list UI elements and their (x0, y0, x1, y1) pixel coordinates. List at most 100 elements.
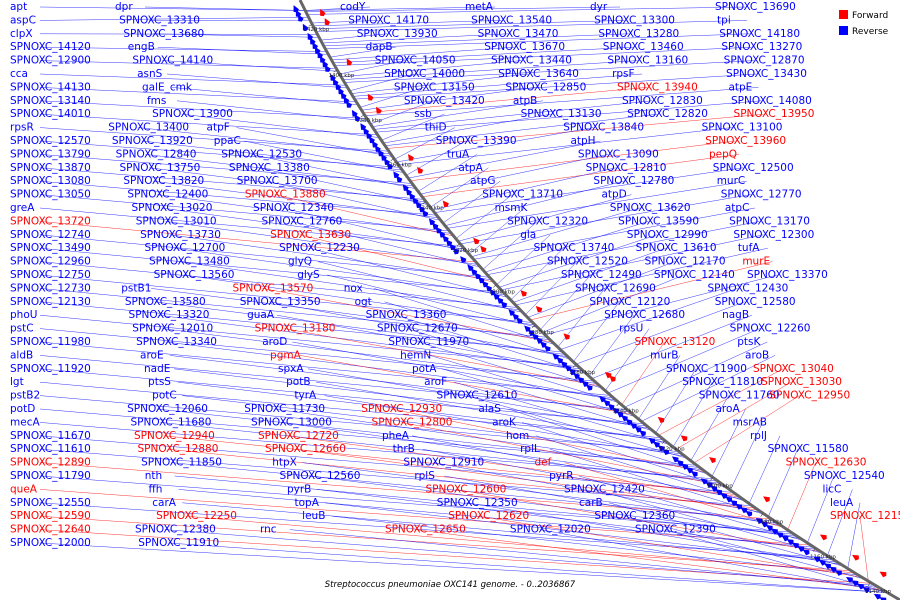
label-connector (284, 328, 600, 387)
gene-label: SPNOXC_13720 (10, 215, 91, 227)
label-connector (39, 180, 437, 216)
label-connector (375, 100, 761, 133)
gene-label: aroB (745, 349, 769, 361)
scale-tick-label: 1340 kbp (418, 206, 444, 212)
gene-label: aroE (140, 349, 164, 361)
gene-label: tpi (717, 14, 731, 26)
label-connector (266, 180, 441, 221)
gene-label: SPNOXC_12900 (10, 55, 91, 67)
gene-label: SPNOXC_13470 (478, 28, 559, 40)
label-connector (394, 127, 455, 160)
gene-label: queA (10, 483, 38, 495)
label-connector (39, 167, 425, 200)
reverse-gene-arrow (691, 471, 698, 478)
label-connector (406, 140, 466, 176)
label-connector (39, 381, 662, 439)
gene-label: licC (822, 483, 841, 495)
label-connector (365, 87, 759, 116)
label-connector (39, 395, 679, 452)
label-connector (163, 435, 737, 495)
gene-label: truA (447, 148, 470, 160)
label-connector (690, 395, 729, 461)
reverse-gene-arrow (715, 489, 723, 496)
gene-label: aroD (262, 336, 287, 348)
reverse-gene-arrow (343, 96, 350, 104)
label-connector (441, 368, 653, 432)
reverse-gene-arrow (705, 482, 713, 489)
label-connector (305, 6, 621, 12)
gene-label: SPNOXC_14050 (375, 55, 456, 67)
label-connector (349, 73, 415, 92)
scale-tick-mark (662, 440, 666, 444)
label-connector (807, 475, 835, 544)
label-connector (39, 462, 772, 520)
label-connector (395, 314, 587, 375)
forward-gene-arrow (852, 554, 859, 561)
gene-label: SPNOXC_13160 (607, 55, 688, 67)
label-connector (39, 502, 831, 559)
scale-tick-mark (308, 24, 313, 27)
gene-label: SPNOXC_12600 (425, 483, 506, 495)
label-connector (283, 207, 467, 252)
reverse-gene-arrow (380, 153, 387, 161)
label-connector (579, 475, 805, 542)
gene-label: SPNOXC_13700 (237, 175, 318, 187)
gene-label: SPNOXC_13100 (702, 122, 783, 134)
scale-tick-label: 1280 kbp (528, 330, 554, 336)
gene-label: SPNOXC_12940 (134, 430, 215, 442)
scale-tick-label: 1180 kbp (757, 519, 783, 525)
reverse-gene-arrow (351, 109, 358, 117)
reverse-gene-arrow (657, 445, 665, 452)
reverse-gene-arrow (302, 23, 309, 31)
gene-label: SPNOXC_12870 (724, 55, 805, 67)
gene-label: SPNOXC_12520 (547, 256, 628, 268)
scale-tick-label: 1420 kbp (303, 27, 329, 33)
label-connector (434, 167, 743, 213)
gene-label: pgmA (270, 349, 302, 361)
reverse-gene-arrow (740, 507, 748, 514)
label-connector (141, 140, 403, 171)
label-connector (396, 127, 594, 163)
scale-tick-mark (493, 284, 497, 288)
label-connector (560, 288, 738, 350)
label-connector (251, 154, 417, 190)
forward-gene-arrow (473, 237, 480, 245)
gene-label: SPNOXC_12170 (645, 256, 726, 268)
reverse-gene-arrow (879, 597, 887, 600)
reverse-gene-arrow (317, 51, 323, 59)
label-connector (447, 180, 747, 229)
gene-label: SPNOXC_11580 (768, 443, 849, 455)
label-connector (182, 395, 682, 455)
label-connector (539, 529, 886, 592)
gene-label: SPNOXC_13150 (394, 81, 475, 93)
label-connector (39, 341, 611, 396)
reverse-gene-arrow (634, 426, 642, 433)
forward-gene-arrow (709, 457, 716, 464)
gene-label: ssb (414, 108, 432, 120)
label-connector (39, 100, 367, 119)
label-connector (169, 355, 631, 413)
gene-label: SPNOXC_13430 (726, 68, 807, 80)
label-connector (535, 435, 746, 502)
reverse-gene-arrow (369, 136, 375, 144)
label-connector (432, 167, 616, 211)
forward-gene-arrow (657, 416, 665, 424)
reverse-gene-arrow (460, 256, 467, 263)
label-connector (787, 462, 816, 531)
scale-tick-mark (531, 324, 536, 329)
forward-gene-arrow (520, 290, 527, 297)
gene-label: hemN (400, 349, 431, 361)
gene-label: SPNOXC_12700 (144, 242, 225, 254)
gene-label: SPNOXC_12910 (403, 457, 484, 469)
gene-label: SPNOXC_12690 (575, 282, 656, 294)
reverse-gene-arrow (377, 149, 384, 157)
label-connector (417, 154, 478, 192)
scale-tick-mark (710, 477, 714, 481)
gene-label: SPNOXC_12120 (589, 296, 670, 308)
gene-label: murE (742, 256, 770, 268)
label-connector (391, 408, 706, 473)
reverse-gene-arrow (332, 78, 339, 86)
forward-gene-arrow (680, 435, 688, 442)
label-connector (39, 448, 753, 507)
label-connector (588, 315, 635, 377)
